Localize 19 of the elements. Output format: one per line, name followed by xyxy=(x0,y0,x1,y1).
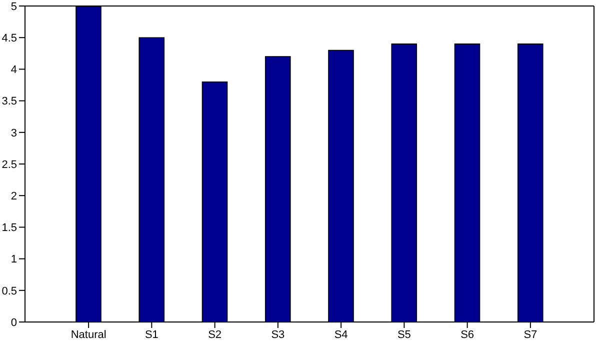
y-tick-label: 3.5 xyxy=(2,96,17,108)
x-tick-label: S5 xyxy=(397,328,411,341)
y-tick-label: 2.5 xyxy=(2,158,17,171)
x-tick-label: S1 xyxy=(144,328,158,341)
x-tick-label: S3 xyxy=(271,328,285,341)
x-tick-label: S4 xyxy=(334,328,348,341)
y-tick-label: 3 xyxy=(10,127,17,140)
x-tick-label: S6 xyxy=(460,328,474,341)
y-tick-label: 2 xyxy=(10,190,17,203)
x-tick-label: S7 xyxy=(524,328,538,341)
y-tick-label: 0 xyxy=(10,316,17,329)
x-tick-label: Natural xyxy=(70,328,106,341)
x-tick-label: S2 xyxy=(208,328,222,341)
y-tick-label: 0.5 xyxy=(2,285,17,298)
y-tick-label: 1.5 xyxy=(2,222,17,234)
y-tick-label: 5 xyxy=(10,0,17,13)
y-tick-label: 1 xyxy=(10,254,17,266)
y-tick-label: 4.5 xyxy=(2,32,17,45)
y-tick-label: 4 xyxy=(10,64,17,76)
